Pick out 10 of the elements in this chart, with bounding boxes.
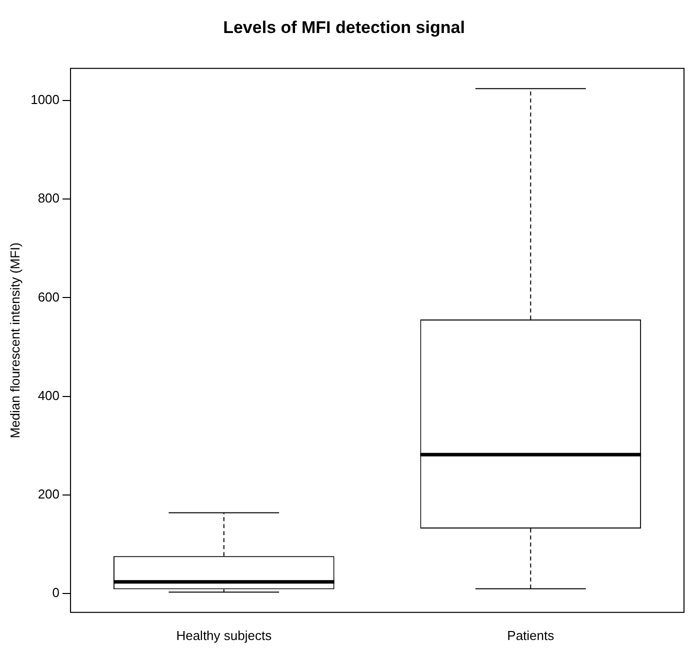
y-axis-title: Median flourescent intensity (MFI) [7, 242, 22, 438]
y-tick-label: 800 [38, 190, 60, 206]
chart-title: Levels of MFI detection signal [223, 18, 465, 37]
y-tick-label: 0 [52, 585, 60, 600]
y-tick-label: 400 [38, 388, 60, 403]
x-tick-label: Healthy subjects [176, 628, 272, 643]
x-tick-label: Patients [507, 628, 555, 643]
y-tick-label: 1000 [30, 92, 60, 108]
y-tick-label: 200 [38, 486, 60, 502]
y-tick-label: 600 [38, 289, 60, 304]
